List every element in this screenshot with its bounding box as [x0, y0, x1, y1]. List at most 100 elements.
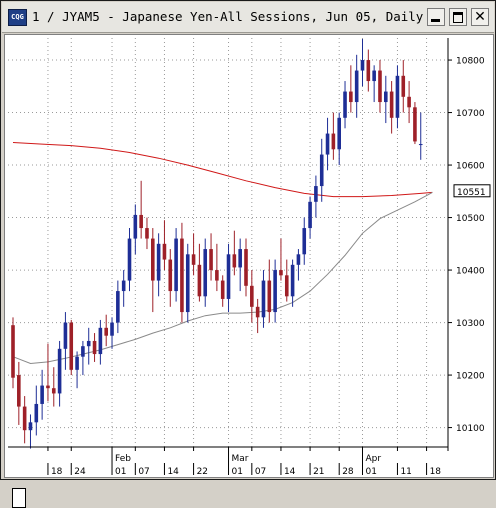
candle[interactable]	[349, 65, 353, 113]
last-price-label: 10551	[457, 188, 486, 198]
candle[interactable]	[384, 75, 388, 124]
candle[interactable]	[11, 317, 15, 389]
candle[interactable]	[284, 259, 289, 302]
candle[interactable]	[185, 243, 190, 323]
candle[interactable]	[133, 204, 138, 255]
cqg-icon[interactable]: CQG	[8, 9, 27, 26]
close-button[interactable]: ✕	[471, 8, 489, 26]
candle[interactable]	[331, 112, 336, 160]
candle[interactable]	[191, 233, 196, 276]
x-day-label: 21	[313, 467, 324, 477]
candle[interactable]	[273, 259, 277, 323]
candle[interactable]	[302, 217, 307, 265]
candle[interactable]	[296, 249, 301, 281]
price-chart[interactable]: 10100 10200 10300 10400 10500 10600 10700 10800…	[5, 35, 493, 477]
candlesticks[interactable]	[11, 39, 423, 449]
candle[interactable]	[180, 222, 184, 323]
candle[interactable]	[325, 117, 330, 171]
candle-body	[238, 249, 242, 268]
candle[interactable]	[156, 233, 161, 297]
candle[interactable]	[418, 112, 423, 160]
candle-body	[290, 264, 295, 297]
candle[interactable]	[232, 230, 237, 276]
candle[interactable]	[337, 112, 341, 166]
candle-body	[133, 214, 138, 239]
title-bar[interactable]: CQG 1 / JYAM5 - Japanese Yen-All Session…	[2, 2, 494, 33]
candle-body	[407, 96, 411, 108]
candle[interactable]	[395, 65, 400, 129]
candle[interactable]	[34, 385, 39, 436]
minimize-button[interactable]	[427, 8, 445, 26]
x-day-label: 11	[400, 467, 411, 477]
chart-area[interactable]: 10100 10200 10300 10400 10500 10600 10700 10800…	[4, 34, 494, 508]
candle[interactable]	[255, 298, 260, 334]
candle[interactable]	[162, 220, 167, 271]
candle[interactable]	[168, 249, 173, 307]
candle[interactable]	[46, 343, 50, 402]
candle[interactable]	[220, 275, 225, 307]
candle[interactable]	[360, 39, 365, 87]
candle[interactable]	[75, 351, 79, 389]
candle[interactable]	[121, 270, 126, 307]
candle[interactable]	[319, 138, 324, 202]
candle[interactable]	[139, 180, 143, 239]
candle[interactable]	[116, 280, 120, 334]
candle[interactable]	[92, 333, 97, 362]
candle[interactable]	[86, 327, 91, 365]
candle[interactable]	[215, 243, 219, 292]
candle[interactable]	[145, 217, 149, 250]
candle[interactable]	[151, 228, 155, 313]
candle-body	[349, 91, 353, 103]
candle[interactable]	[267, 259, 272, 323]
candle[interactable]	[238, 238, 242, 292]
candle-body	[261, 280, 266, 318]
candle[interactable]	[17, 361, 21, 425]
candle[interactable]	[197, 243, 202, 302]
candle[interactable]	[209, 233, 213, 281]
candle[interactable]	[389, 81, 394, 134]
last-price-marker: 10551	[453, 184, 491, 198]
candle-body	[28, 422, 33, 431]
candle[interactable]	[244, 238, 248, 297]
candle-body	[226, 254, 231, 299]
candle[interactable]	[378, 60, 382, 113]
candle[interactable]	[104, 314, 108, 347]
candle[interactable]	[127, 228, 132, 292]
candle[interactable]	[28, 414, 33, 449]
candle-body	[17, 375, 21, 407]
candle[interactable]	[51, 367, 56, 407]
candle-body	[331, 133, 336, 150]
candle[interactable]	[279, 238, 283, 281]
candle[interactable]	[308, 196, 312, 239]
candle[interactable]	[261, 270, 266, 328]
candle[interactable]	[110, 317, 114, 349]
candle[interactable]	[69, 319, 74, 376]
candle[interactable]	[226, 243, 231, 313]
candle-body	[162, 243, 167, 260]
candle[interactable]	[413, 102, 417, 145]
candle-body	[127, 238, 132, 281]
candle-body	[116, 291, 120, 323]
candle[interactable]	[203, 238, 208, 307]
candle-body	[156, 243, 161, 281]
candle[interactable]	[40, 369, 44, 420]
candle[interactable]	[354, 54, 359, 118]
candle[interactable]	[250, 270, 254, 323]
maximize-button[interactable]	[449, 8, 467, 26]
candle-body	[314, 186, 318, 202]
candle[interactable]	[401, 60, 406, 113]
candle[interactable]	[366, 49, 371, 92]
candle[interactable]	[63, 312, 68, 370]
candle[interactable]	[22, 396, 27, 444]
candle[interactable]	[98, 319, 103, 365]
candle[interactable]	[314, 175, 318, 218]
candle[interactable]	[372, 65, 376, 103]
scroll-handle[interactable]	[12, 488, 26, 508]
candle[interactable]	[343, 81, 347, 129]
candle[interactable]	[81, 340, 85, 376]
candle[interactable]	[57, 340, 62, 407]
candle[interactable]	[290, 259, 295, 307]
candle[interactable]	[174, 228, 178, 302]
x-day-label: 01	[232, 467, 243, 477]
candle[interactable]	[407, 81, 411, 124]
